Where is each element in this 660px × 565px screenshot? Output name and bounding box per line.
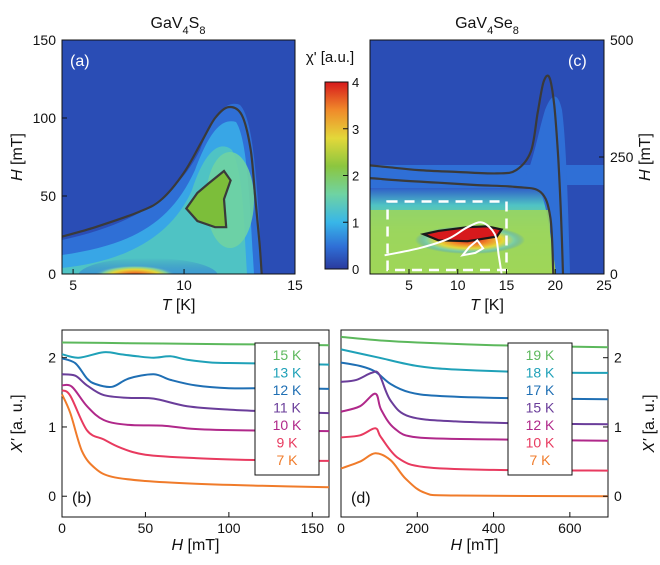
legend-b-entries: 15 K 13 K12 K 11 K10 K 9 K7 K bbox=[273, 347, 302, 468]
heatmap-c-second-contour bbox=[369, 177, 555, 275]
x-tick-label: 25 bbox=[596, 277, 612, 293]
legend-entry: 9 K bbox=[276, 435, 298, 451]
heatmap-c-black-contour bbox=[419, 225, 504, 243]
legend-entry: 12 K bbox=[526, 417, 555, 433]
legend-entry: 11 K bbox=[273, 400, 301, 416]
x-tick-label: 100 bbox=[217, 520, 241, 536]
heatmap-panel-a: (a) bbox=[61, 39, 296, 275]
legend-entry: 10 K bbox=[273, 417, 302, 433]
series-line bbox=[61, 351, 330, 366]
x-tick-label: 5 bbox=[69, 277, 77, 293]
series-line bbox=[61, 357, 330, 390]
colorbar-tick-label: 3 bbox=[352, 122, 359, 137]
x-tick-label: 400 bbox=[482, 520, 506, 536]
heatmap-panel-c: (c) bbox=[369, 39, 605, 275]
legend-entry: 15 K bbox=[526, 400, 555, 416]
y-axis-label: H [mT] bbox=[9, 133, 26, 181]
x-axis-label: T [K] bbox=[162, 297, 196, 314]
title-gav4s8: GaV4S8 bbox=[151, 15, 206, 37]
legend-entry: 13 K bbox=[273, 365, 302, 381]
series-line bbox=[340, 427, 609, 472]
y-tick-label: 2 bbox=[48, 350, 56, 366]
panel-b-label: (b) bbox=[72, 490, 92, 507]
legend-d-entries: 19 K 18 K17 K 15 K12 K 10 K7 K bbox=[526, 347, 555, 468]
heatmap-a-outer-contour bbox=[61, 105, 263, 275]
x-tick-label: 600 bbox=[558, 520, 582, 536]
heatmap-c-outer-contour bbox=[369, 74, 565, 275]
legend-entry: 10 K bbox=[526, 435, 555, 451]
colorbar: χ' [a.u.] 0 1 2 3 4 bbox=[306, 49, 359, 277]
y-tick-label: 0 bbox=[48, 266, 56, 282]
y-tick-label: 100 bbox=[33, 110, 57, 126]
colorbar-tick-label: 0 bbox=[352, 262, 359, 277]
heatmap-c-dashed-box bbox=[386, 200, 508, 272]
y-tick-label: 1 bbox=[48, 419, 56, 435]
series-line bbox=[61, 373, 330, 415]
x-tick-label: 150 bbox=[301, 520, 325, 536]
y-tick-label: 0 bbox=[610, 266, 618, 282]
y-tick-label: 0 bbox=[614, 488, 622, 504]
series-line bbox=[61, 393, 330, 489]
colorbar-tick-label: 2 bbox=[352, 169, 359, 184]
title-gav4se8: GaV4Se8 bbox=[455, 15, 519, 37]
legend-entry: 18 K bbox=[526, 365, 555, 381]
legend-entry: 7 K bbox=[276, 452, 298, 468]
x-axis-label: H [mT] bbox=[451, 537, 499, 554]
x-tick-label: 0 bbox=[58, 520, 66, 536]
y-axis-label: X' [a. u.] bbox=[9, 394, 26, 453]
heatmap-c-white-contour bbox=[384, 221, 503, 275]
x-tick-label: 10 bbox=[450, 277, 466, 293]
y-tick-label: 0 bbox=[48, 488, 56, 504]
x-tick-label: 20 bbox=[547, 277, 563, 293]
series-line bbox=[61, 389, 330, 462]
y-tick-label: 150 bbox=[33, 32, 57, 48]
y-tick-label: 250 bbox=[610, 149, 634, 165]
y-axis-label: X' [a. u.] bbox=[641, 394, 658, 453]
y-tick-label: 50 bbox=[40, 188, 56, 204]
series-line bbox=[340, 361, 609, 401]
heatmap-a-field bbox=[62, 40, 295, 274]
x-tick-label: 200 bbox=[406, 520, 430, 536]
colorbar-label: χ' [a.u.] bbox=[306, 49, 354, 66]
x-tick-label: 15 bbox=[499, 277, 515, 293]
y-tick-label: 1 bbox=[614, 419, 622, 435]
series-line bbox=[340, 392, 609, 442]
legend-entry: 12 K bbox=[273, 382, 302, 398]
x-tick-label: 50 bbox=[138, 520, 154, 536]
legend-b bbox=[254, 342, 320, 476]
x-axis-label: H [mT] bbox=[172, 537, 220, 554]
heatmap-c-field bbox=[370, 40, 604, 274]
x-tick-label: 10 bbox=[176, 277, 192, 293]
x-axis-label: T [K] bbox=[470, 297, 504, 314]
panel-d-label: (d) bbox=[351, 490, 371, 507]
panel-c-label: (c) bbox=[568, 53, 587, 70]
heatmap-c-white-inner-contour bbox=[460, 238, 485, 257]
legend-entry: 7 K bbox=[529, 452, 551, 468]
x-tick-label: 5 bbox=[405, 277, 413, 293]
lineplot-panel-b: 15 K 13 K12 K 11 K10 K 9 K7 K (b) bbox=[61, 329, 330, 518]
legend-entry: 17 K bbox=[526, 382, 555, 398]
x-tick-label: 0 bbox=[337, 520, 345, 536]
series-line bbox=[61, 383, 330, 433]
y-tick-label: 500 bbox=[610, 32, 634, 48]
x-tick-label: 15 bbox=[287, 277, 303, 293]
colorbar-tick-label: 4 bbox=[352, 75, 359, 90]
heatmap-a-inner-contour bbox=[184, 169, 232, 229]
lineplot-b-series bbox=[61, 341, 330, 489]
series-line bbox=[340, 452, 609, 498]
legend-entry: 19 K bbox=[526, 347, 555, 363]
lineplot-panel-d: 19 K 18 K17 K 15 K12 K 10 K7 K (d) bbox=[340, 329, 609, 518]
y-axis-label: H [mT] bbox=[637, 133, 654, 181]
y-tick-label: 2 bbox=[614, 350, 622, 366]
legend-entry: 15 K bbox=[273, 347, 302, 363]
legend-d bbox=[507, 342, 573, 476]
colorbar-ticks: 0 1 2 3 4 bbox=[343, 75, 359, 277]
panel-a-label: (a) bbox=[70, 53, 90, 70]
colorbar-tick-label: 1 bbox=[352, 215, 359, 230]
